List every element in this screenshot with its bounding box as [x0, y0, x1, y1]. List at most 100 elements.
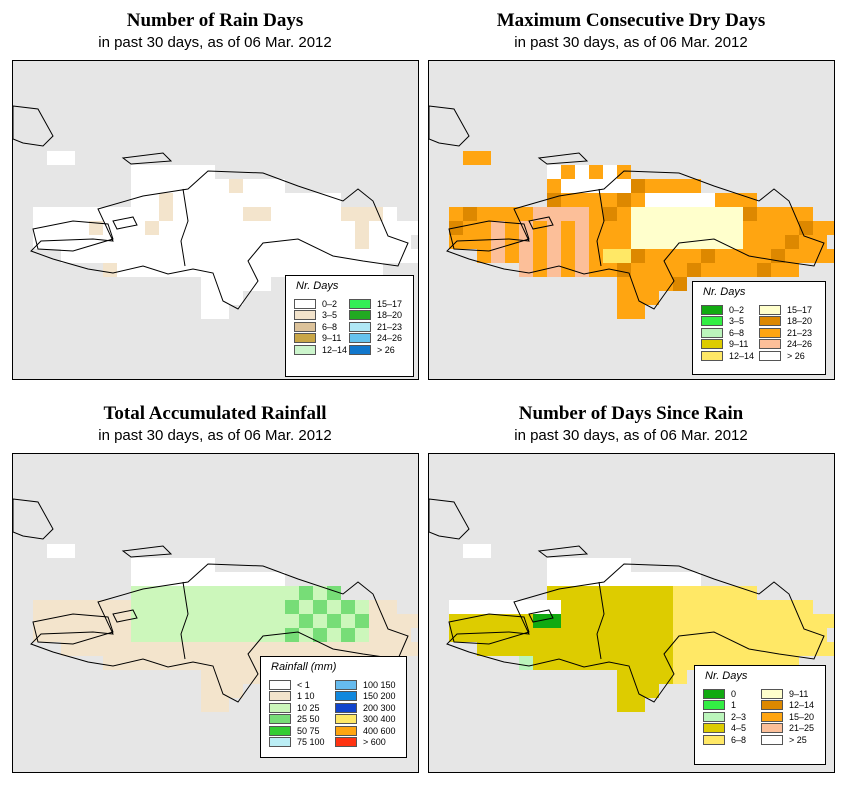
legend-item: 9–11 — [294, 333, 341, 344]
grid-cell — [47, 151, 61, 165]
legend: Nr. Days 0 1 2–3 4–5 6–8 9–11 12–14 15–20 21–25 > … — [694, 665, 826, 765]
grid-cell — [117, 249, 131, 263]
legend-label: 15–17 — [787, 304, 813, 315]
grid-cell — [575, 179, 589, 193]
grid-cell — [397, 221, 411, 235]
grid-cell — [757, 207, 771, 221]
grid-cell — [215, 600, 229, 614]
grid-cell — [355, 642, 369, 656]
grid-cell — [603, 249, 617, 263]
grid-cell — [187, 263, 201, 277]
grid-cell — [201, 277, 215, 291]
legend-item: 400 600 — [335, 725, 396, 736]
legend-item: > 26 — [349, 344, 395, 355]
grid-cell — [313, 614, 327, 628]
grid-cell — [561, 207, 575, 221]
grid-cell — [561, 628, 575, 642]
grid-cell — [187, 235, 201, 249]
grid-cell — [575, 193, 589, 207]
grid-cell — [159, 235, 173, 249]
grid-cell — [631, 305, 645, 319]
legend-swatch — [335, 725, 357, 736]
grid-cell — [173, 235, 187, 249]
coastline-path — [121, 545, 173, 558]
grid-cell — [645, 586, 659, 600]
grid-cell — [299, 221, 313, 235]
grid-cell — [215, 263, 229, 277]
grid-cell — [61, 642, 75, 656]
grid-cell — [645, 291, 659, 305]
grid-cell — [645, 600, 659, 614]
grid-cell — [589, 656, 603, 670]
map-days-since-rain — [429, 498, 834, 712]
grid-cell — [411, 221, 418, 235]
grid-cell — [603, 572, 617, 586]
legend-item: 1 — [703, 700, 736, 711]
legend-swatch — [294, 321, 316, 332]
grid-cell — [131, 656, 145, 670]
grid-cell — [477, 544, 491, 558]
grid-cell — [47, 235, 61, 249]
grid-cell — [243, 249, 257, 263]
grid-cell — [243, 670, 257, 684]
grid-cell — [159, 165, 173, 179]
grid-cell — [701, 235, 715, 249]
grid-cell — [729, 207, 743, 221]
grid-cell — [729, 235, 743, 249]
grid-cell — [603, 614, 617, 628]
legend-swatch — [761, 734, 783, 745]
legend-label: 3–5 — [322, 310, 338, 320]
grid-cell — [715, 263, 729, 277]
grid-cell — [589, 221, 603, 235]
grid-cell — [173, 586, 187, 600]
grid-cell — [271, 614, 285, 628]
grid-cell — [589, 193, 603, 207]
grid-cell — [617, 291, 631, 305]
grid-cell — [187, 558, 201, 572]
grid-cell — [771, 642, 785, 656]
legend-item: 12–14 — [701, 350, 754, 361]
grid-cell — [603, 656, 617, 670]
grid-cell — [201, 670, 215, 684]
grid-cell — [257, 179, 271, 193]
grid-cell — [243, 642, 257, 656]
grid-cell — [799, 235, 813, 249]
grid-cell — [491, 614, 505, 628]
grid-cell — [547, 235, 561, 249]
panel-max-dry-days: Maximum Consecutive Dry Days in past 30 … — [426, 10, 836, 390]
grid-cell — [173, 193, 187, 207]
coastline-path — [30, 563, 409, 703]
grid-cell — [715, 586, 729, 600]
grid-cell — [229, 193, 243, 207]
grid-cell — [771, 628, 785, 642]
grid-cell — [519, 642, 533, 656]
grid-cell — [201, 614, 215, 628]
grid-cell — [827, 249, 834, 263]
grid-cell — [257, 249, 271, 263]
grid-cell — [659, 670, 673, 684]
grid-cell — [131, 628, 145, 642]
grid-cell — [701, 263, 715, 277]
grid-cell — [561, 165, 575, 179]
grid-cell — [743, 207, 757, 221]
grid-cell — [729, 642, 743, 656]
grid-cell — [173, 207, 187, 221]
legend-swatch — [269, 737, 291, 747]
grid-cell — [547, 263, 561, 277]
legend-label: > 26 — [377, 344, 395, 355]
grid-cell — [173, 614, 187, 628]
grid-cell — [229, 235, 243, 249]
grid-cell — [757, 642, 771, 656]
legend-label: 75 100 — [297, 737, 325, 747]
grid-cell — [589, 207, 603, 221]
grid-cell — [327, 614, 341, 628]
grid-cell — [631, 572, 645, 586]
grid-cell — [313, 263, 327, 277]
grid-cell — [687, 628, 701, 642]
grid-cell — [145, 558, 159, 572]
grid-cell — [617, 614, 631, 628]
grid-cell — [75, 249, 89, 263]
grid-cell — [159, 193, 173, 207]
legend-swatch — [269, 725, 291, 736]
